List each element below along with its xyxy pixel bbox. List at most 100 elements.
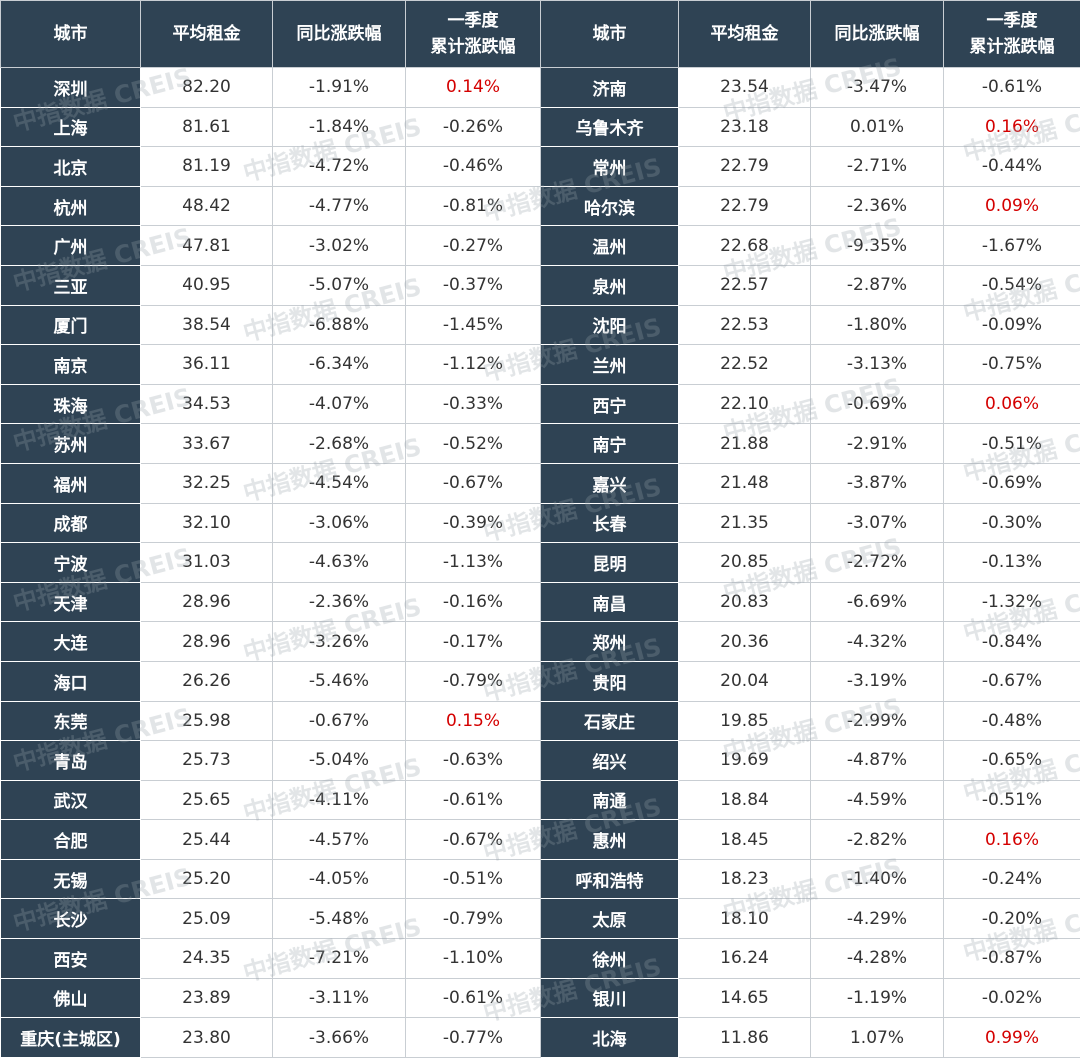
value-cell: 20.85 bbox=[679, 543, 811, 583]
value-cell: -4.72% bbox=[273, 147, 406, 187]
value-cell: -0.27% bbox=[406, 226, 541, 266]
value-cell: 33.67 bbox=[141, 424, 273, 464]
value-cell: -7.21% bbox=[273, 939, 406, 979]
value-cell: -3.19% bbox=[811, 661, 944, 701]
city-cell: 大连 bbox=[1, 622, 141, 662]
value-cell: 18.23 bbox=[679, 859, 811, 899]
value-cell: -0.63% bbox=[406, 741, 541, 781]
value-cell: -0.54% bbox=[944, 265, 1080, 305]
value-cell: 0.16% bbox=[944, 107, 1080, 147]
value-cell: 32.25 bbox=[141, 463, 273, 503]
value-cell: 28.96 bbox=[141, 582, 273, 622]
value-cell: -0.69% bbox=[944, 463, 1080, 503]
city-cell: 济南 bbox=[541, 68, 679, 108]
city-cell: 成都 bbox=[1, 503, 141, 543]
value-cell: 0.16% bbox=[944, 820, 1080, 860]
value-cell: 38.54 bbox=[141, 305, 273, 345]
city-cell: 郑州 bbox=[541, 622, 679, 662]
value-cell: 22.53 bbox=[679, 305, 811, 345]
value-cell: 0.15% bbox=[406, 701, 541, 741]
value-cell: -0.79% bbox=[406, 661, 541, 701]
value-cell: -0.65% bbox=[944, 741, 1080, 781]
value-cell: -0.30% bbox=[944, 503, 1080, 543]
value-cell: -1.19% bbox=[811, 978, 944, 1018]
city-cell: 长春 bbox=[541, 503, 679, 543]
city-cell: 重庆(主城区) bbox=[1, 1018, 141, 1058]
value-cell: -0.24% bbox=[944, 859, 1080, 899]
city-cell: 沈阳 bbox=[541, 305, 679, 345]
value-cell: 34.53 bbox=[141, 384, 273, 424]
city-cell: 广州 bbox=[1, 226, 141, 266]
value-cell: 23.80 bbox=[141, 1018, 273, 1058]
city-cell: 嘉兴 bbox=[541, 463, 679, 503]
header-cell: 一季度 累计涨跌幅 bbox=[944, 1, 1080, 68]
value-cell: -4.28% bbox=[811, 939, 944, 979]
value-cell: -0.51% bbox=[406, 859, 541, 899]
value-cell: -4.77% bbox=[273, 186, 406, 226]
value-cell: -5.07% bbox=[273, 265, 406, 305]
value-cell: 48.42 bbox=[141, 186, 273, 226]
city-cell: 天津 bbox=[1, 582, 141, 622]
value-cell: -1.13% bbox=[406, 543, 541, 583]
header-cell: 同比涨跌幅 bbox=[273, 1, 406, 68]
city-cell: 南京 bbox=[1, 345, 141, 385]
header-cell: 城市 bbox=[1, 1, 141, 68]
city-cell: 海口 bbox=[1, 661, 141, 701]
value-cell: -0.61% bbox=[406, 780, 541, 820]
value-cell: -1.40% bbox=[811, 859, 944, 899]
value-cell: -5.48% bbox=[273, 899, 406, 939]
value-cell: 18.10 bbox=[679, 899, 811, 939]
value-cell: -0.87% bbox=[944, 939, 1080, 979]
value-cell: 21.35 bbox=[679, 503, 811, 543]
value-cell: 36.11 bbox=[141, 345, 273, 385]
value-cell: 40.95 bbox=[141, 265, 273, 305]
value-cell: -3.07% bbox=[811, 503, 944, 543]
header-cell: 一季度 累计涨跌幅 bbox=[406, 1, 541, 68]
value-cell: 26.26 bbox=[141, 661, 273, 701]
city-cell: 昆明 bbox=[541, 543, 679, 583]
city-cell: 无锡 bbox=[1, 859, 141, 899]
value-cell: -2.68% bbox=[273, 424, 406, 464]
value-cell: 25.98 bbox=[141, 701, 273, 741]
value-cell: 14.65 bbox=[679, 978, 811, 1018]
value-cell: -4.29% bbox=[811, 899, 944, 939]
value-cell: 19.85 bbox=[679, 701, 811, 741]
value-cell: -1.32% bbox=[944, 582, 1080, 622]
value-cell: 31.03 bbox=[141, 543, 273, 583]
value-cell: -2.72% bbox=[811, 543, 944, 583]
value-cell: -0.44% bbox=[944, 147, 1080, 187]
city-cell: 乌鲁木齐 bbox=[541, 107, 679, 147]
value-cell: -1.91% bbox=[273, 68, 406, 108]
city-cell: 南通 bbox=[541, 780, 679, 820]
value-cell: -0.02% bbox=[944, 978, 1080, 1018]
value-cell: -0.75% bbox=[944, 345, 1080, 385]
city-cell: 温州 bbox=[541, 226, 679, 266]
value-cell: -6.88% bbox=[273, 305, 406, 345]
value-cell: -3.06% bbox=[273, 503, 406, 543]
city-cell: 南宁 bbox=[541, 424, 679, 464]
value-cell: 19.69 bbox=[679, 741, 811, 781]
city-cell: 兰州 bbox=[541, 345, 679, 385]
value-cell: 32.10 bbox=[141, 503, 273, 543]
city-cell: 贵阳 bbox=[541, 661, 679, 701]
value-cell: -0.79% bbox=[406, 899, 541, 939]
value-cell: 0.01% bbox=[811, 107, 944, 147]
value-cell: 1.07% bbox=[811, 1018, 944, 1058]
city-cell: 青岛 bbox=[1, 741, 141, 781]
header-cell: 平均租金 bbox=[679, 1, 811, 68]
